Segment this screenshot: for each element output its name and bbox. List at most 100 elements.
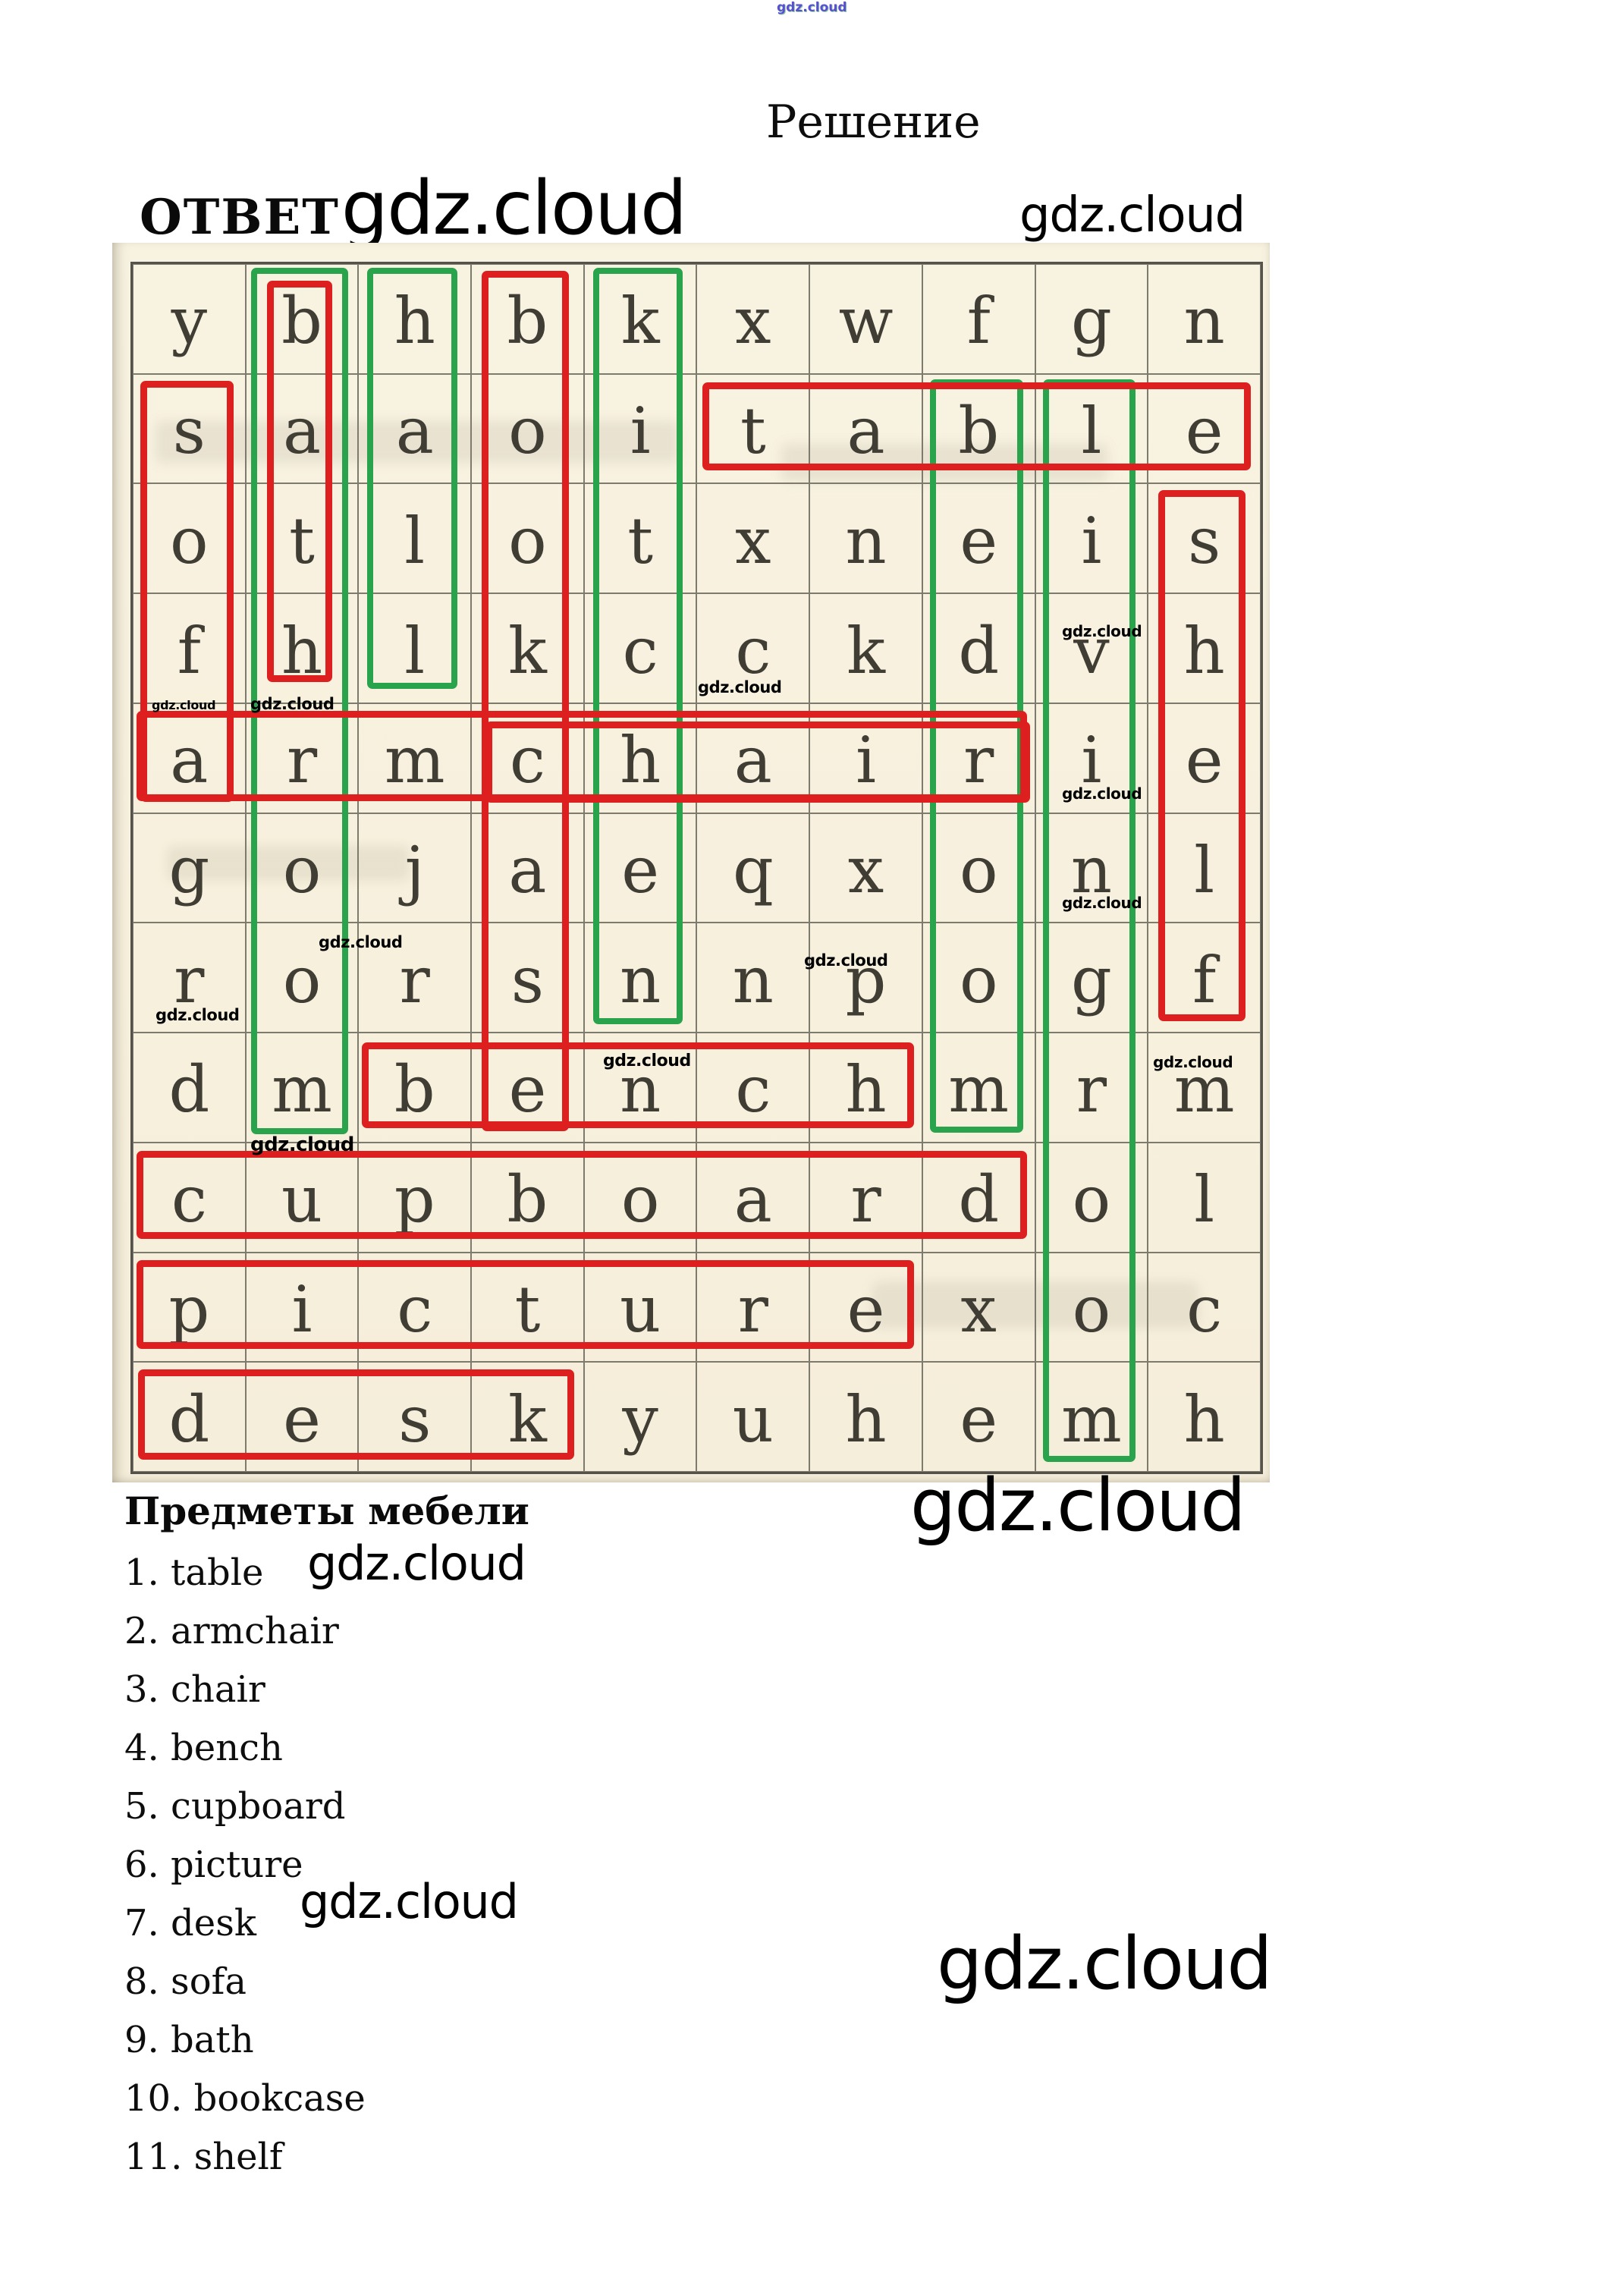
answer-label: ОТВЕТ bbox=[140, 189, 340, 246]
scanned-page-panel bbox=[112, 243, 1270, 1482]
grid-cell-r8-c4: e bbox=[471, 1033, 584, 1143]
answer-item-table: 1. table bbox=[124, 1551, 264, 1594]
grid-cell-r6-c7: x bbox=[809, 813, 922, 923]
grid-cell-r3-c1: o bbox=[133, 483, 246, 594]
grid-cell-r5-c3: m bbox=[358, 703, 472, 813]
grid-cell-r9-c9: o bbox=[1035, 1142, 1148, 1253]
grid-cell-r7-c9: g bbox=[1035, 923, 1148, 1033]
grid-cell-r11-c6: u bbox=[696, 1362, 810, 1472]
answers-list: 1. table 2. armchair 3. chair 4. bench 5. cu… bbox=[124, 1543, 366, 2186]
grid-cell-r8-c5: n bbox=[583, 1033, 697, 1143]
grid-cell-r3-c6: x bbox=[696, 483, 810, 594]
grid-cell-r11-c2: e bbox=[245, 1362, 359, 1472]
grid-cell-r10-c5: u bbox=[583, 1252, 697, 1363]
grid-cell-r10-c8: x bbox=[922, 1252, 1035, 1363]
grid-cell-r8-c1: d bbox=[133, 1033, 246, 1143]
watermark-12: gdz.cloud bbox=[603, 1052, 691, 1070]
grid-cell-r4-c10: h bbox=[1148, 593, 1261, 703]
grid-cell-r10-c10: c bbox=[1148, 1252, 1261, 1363]
watermark-14: gdz.cloud bbox=[910, 1464, 1246, 1548]
grid-cell-r6-c8: o bbox=[922, 813, 1035, 923]
grid-cell-r10-c4: t bbox=[471, 1252, 584, 1363]
word-box-bench bbox=[362, 1042, 914, 1128]
grid-cell-r7-c3: r bbox=[358, 923, 472, 1033]
grid-cell-r7-c2: o bbox=[245, 923, 359, 1033]
grid-cell-r7-c4: s bbox=[471, 923, 584, 1033]
grid-cell-r9-c5: o bbox=[583, 1142, 697, 1253]
grid-cell-r9-c8: d bbox=[922, 1142, 1035, 1253]
grid-cell-r7-c7: p bbox=[809, 923, 922, 1033]
grid-cell-r11-c4: k bbox=[471, 1362, 584, 1472]
grid-cell-r2-c5: i bbox=[583, 373, 697, 484]
answer-item-picture: 6. picture bbox=[124, 1843, 303, 1886]
answer-item-bath: 9. bath bbox=[124, 2018, 254, 2061]
grid-cell-r5-c2: r bbox=[245, 703, 359, 813]
grid-cell-r5-c10: e bbox=[1148, 703, 1261, 813]
watermark-6: gdz.cloud bbox=[1062, 784, 1142, 803]
grid-cell-r5-c1: a bbox=[133, 703, 246, 813]
grid-cell-r3-c5: t bbox=[583, 483, 697, 594]
answer-item-shelf: 11. shelf bbox=[124, 2135, 283, 2178]
grid-cell-r10-c1: p bbox=[133, 1252, 246, 1363]
grid-cell-r1-c10: n bbox=[1148, 264, 1261, 374]
grid-cell-r8-c3: b bbox=[358, 1033, 472, 1143]
scan-bleed-artifact bbox=[155, 421, 679, 463]
grid-cell-r6-c1: g bbox=[133, 813, 246, 923]
watermark-15: gdz.cloud bbox=[307, 1536, 526, 1591]
watermark-13: gdz.cloud bbox=[1153, 1053, 1233, 1071]
grid-cell-r4-c6: c bbox=[696, 593, 810, 703]
grid-cell-r10-c3: c bbox=[358, 1252, 472, 1363]
grid-cell-r6-c9: n bbox=[1035, 813, 1148, 923]
grid-cell-r8-c2: m bbox=[245, 1033, 359, 1143]
grid-cell-r1-c7: w bbox=[809, 264, 922, 374]
watermark-1: gdz.cloud bbox=[1019, 187, 1245, 244]
grid-cell-r7-c6: n bbox=[696, 923, 810, 1033]
header-watermark: gdz.cloud bbox=[341, 165, 687, 252]
grid-cell-r8-c7: h bbox=[809, 1033, 922, 1143]
grid-cell-r2-c9: l bbox=[1035, 373, 1148, 484]
grid-cell-r1-c3: h bbox=[358, 264, 472, 374]
grid-cell-r4-c7: k bbox=[809, 593, 922, 703]
grid-cell-r9-c10: l bbox=[1148, 1142, 1261, 1253]
grid-cell-r11-c1: d bbox=[133, 1362, 246, 1472]
grid-cell-r1-c8: f bbox=[922, 264, 1035, 374]
answer-item-sofa: 8. sofa bbox=[124, 1960, 247, 2003]
grid-cell-r5-c9: i bbox=[1035, 703, 1148, 813]
grid-cell-r7-c5: n bbox=[583, 923, 697, 1033]
grid-cell-r1-c9: g bbox=[1035, 264, 1148, 374]
grid-cell-r11-c5: y bbox=[583, 1362, 697, 1472]
grid-cell-r3-c2: t bbox=[245, 483, 359, 594]
grid-cell-r11-c9: m bbox=[1035, 1362, 1148, 1472]
answers-heading: Предметы мебели bbox=[124, 1489, 529, 1533]
grid-cell-r8-c8: m bbox=[922, 1033, 1035, 1143]
grid-cell-r5-c4: c bbox=[471, 703, 584, 813]
grid-cell-r6-c4: a bbox=[471, 813, 584, 923]
word-box-bath bbox=[266, 281, 333, 682]
answer-item-armchair: 2. armchair bbox=[124, 1609, 339, 1652]
grid-cell-r4-c2: h bbox=[245, 593, 359, 703]
word-box-bathroom bbox=[250, 268, 349, 1134]
grid-cell-r3-c7: n bbox=[809, 483, 922, 594]
grid-cell-r5-c6: a bbox=[696, 703, 810, 813]
watermark-3: gdz.cloud bbox=[250, 695, 335, 713]
word-box-hall bbox=[367, 268, 458, 689]
grid-cell-r10-c9: o bbox=[1035, 1252, 1148, 1363]
grid-cell-r9-c2: u bbox=[245, 1142, 359, 1253]
grid-cell-r8-c9: r bbox=[1035, 1033, 1148, 1143]
page-title: Решение bbox=[766, 96, 981, 149]
grid-cell-r7-c10: f bbox=[1148, 923, 1261, 1033]
grid-cell-r7-c1: r bbox=[133, 923, 246, 1033]
scan-bleed-artifact bbox=[781, 444, 1107, 482]
top-watermark: gdz.cloud bbox=[777, 0, 847, 15]
grid-cell-r5-c8: r bbox=[922, 703, 1035, 813]
grid-cell-r9-c6: a bbox=[696, 1142, 810, 1253]
grid-cell-r2-c1: s bbox=[133, 373, 246, 484]
grid-cell-r6-c3: j bbox=[358, 813, 472, 923]
grid-cell-r1-c6: x bbox=[696, 264, 810, 374]
watermark-11: gdz.cloud bbox=[250, 1133, 354, 1156]
watermark-2: gdz.cloud bbox=[152, 698, 216, 712]
grid-cell-r6-c2: o bbox=[245, 813, 359, 923]
watermark-16: gdz.cloud bbox=[300, 1874, 519, 1929]
grid-cell-r4-c9: v bbox=[1035, 593, 1148, 703]
grid-cell-r9-c1: c bbox=[133, 1142, 246, 1253]
